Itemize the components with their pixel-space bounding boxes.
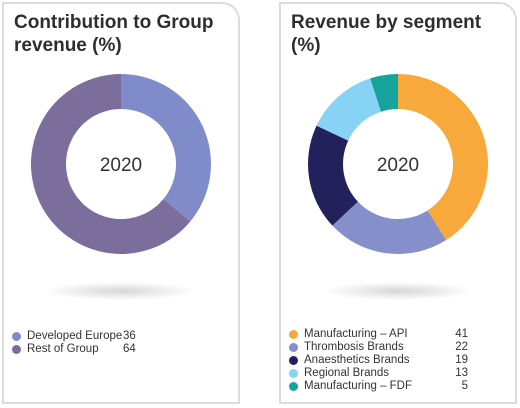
- chart-title: Revenue by segment (%): [291, 12, 482, 56]
- legend-item: Regional Brands 13: [289, 367, 468, 380]
- segment-panel: Revenue by segment (%) 2020 Manufacturin…: [279, 2, 517, 404]
- legend-swatch: [289, 369, 298, 378]
- donut-slice-developed-europe: [121, 74, 211, 222]
- legend: Developed Europe 36 Rest of Group 64: [12, 330, 147, 356]
- donut-chart-segment: 2020: [281, 64, 515, 264]
- contribution-panel: Contribution to Group revenue (%) 2020 D…: [2, 2, 240, 404]
- donut-slice-thrombosis-brands: [332, 201, 447, 254]
- legend-value: 13: [455, 367, 468, 379]
- legend-swatch: [12, 345, 21, 354]
- legend-item: Anaesthetics Brands 19: [289, 354, 468, 367]
- legend-item: Manufacturing – FDF 5: [289, 380, 468, 393]
- donut-slice-manufacturing-fdf: [370, 74, 398, 112]
- legend-label: Regional Brands: [304, 367, 390, 379]
- donut-slice-manufacturing-api: [398, 74, 488, 240]
- legend-value: 5: [461, 380, 468, 392]
- legend-value: 19: [455, 354, 468, 366]
- donut-shadow: [323, 282, 473, 300]
- donut-shadow: [46, 282, 196, 300]
- donut-center-label: 2020: [100, 155, 142, 176]
- legend-value: 41: [455, 328, 468, 340]
- legend-swatch: [12, 332, 21, 341]
- legend-swatch: [289, 356, 298, 365]
- legend-item: Developed Europe 36: [12, 330, 147, 343]
- donut-center-label: 2020: [377, 155, 419, 176]
- donut-slice-rest-of-group: [31, 74, 191, 254]
- legend-label: Developed Europe: [27, 330, 123, 342]
- donut-chart-contribution: 2020: [4, 64, 238, 264]
- legend-label: Manufacturing – API: [304, 328, 408, 340]
- legend-swatch: [289, 343, 298, 352]
- legend-label: Rest of Group: [27, 343, 99, 355]
- legend-item: Rest of Group 64: [12, 343, 147, 356]
- chart-title: Contribution to Group revenue (%): [14, 12, 214, 56]
- donut-slice-anaesthetics-brands: [308, 125, 358, 226]
- donut-svg: 2020: [31, 74, 211, 254]
- legend-value: 22: [455, 341, 468, 353]
- legend: Manufacturing – API 41 Thrombosis Brands 22…: [289, 328, 468, 393]
- legend-value: 36: [123, 330, 136, 342]
- legend-value: 64: [123, 343, 136, 355]
- legend-item: Manufacturing – API 41: [289, 328, 468, 341]
- donut-slice-regional-brands: [316, 78, 382, 141]
- legend-swatch: [289, 382, 298, 391]
- legend-label: Thrombosis Brands: [304, 341, 404, 353]
- legend-swatch: [289, 330, 298, 339]
- legend-label: Anaesthetics Brands: [304, 354, 410, 366]
- legend-item: Thrombosis Brands 22: [289, 341, 468, 354]
- legend-label: Manufacturing – FDF: [304, 380, 413, 392]
- donut-svg: 2020: [308, 74, 488, 254]
